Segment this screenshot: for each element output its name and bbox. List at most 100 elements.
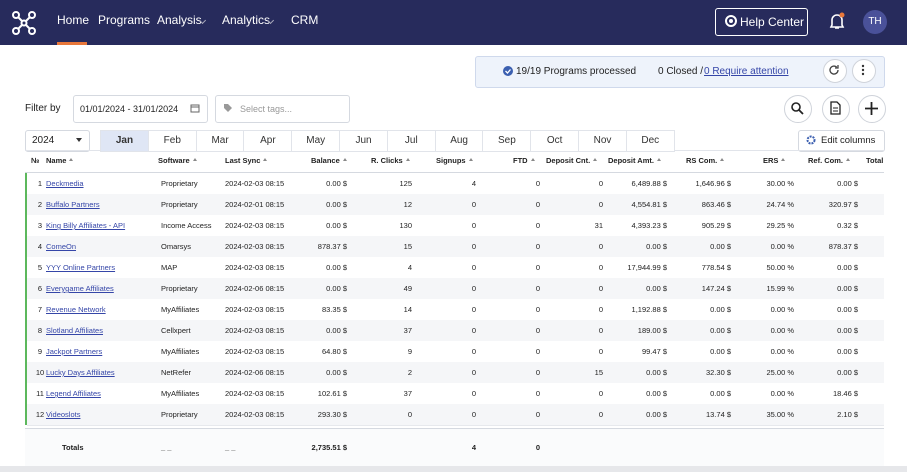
table-cell: 49 xyxy=(403,284,412,293)
date-input[interactable] xyxy=(73,95,208,123)
column-header[interactable]: Ref. Com. xyxy=(808,156,851,165)
month-tab[interactable]: Nov xyxy=(578,130,627,152)
calendar-icon xyxy=(190,104,200,113)
sort-icon[interactable] xyxy=(530,157,535,161)
sort-icon[interactable] xyxy=(593,157,598,161)
year-select[interactable] xyxy=(25,130,90,152)
tag-icon xyxy=(224,104,232,112)
column-header[interactable]: FTD xyxy=(513,156,535,165)
table-cell: 0.00 $ xyxy=(326,179,347,188)
nav-item[interactable]: Analytics xyxy=(222,13,271,27)
table-row xyxy=(27,257,884,279)
column-header[interactable]: Last Sync xyxy=(225,156,268,165)
edit-columns-label[interactable]: Edit columns xyxy=(821,135,876,146)
table-cell: MyAffiliates xyxy=(161,389,200,398)
nav-item[interactable]: Programs xyxy=(98,13,151,27)
month-tab[interactable]: May xyxy=(291,130,341,152)
sort-icon[interactable] xyxy=(781,157,786,161)
bell-icon[interactable] xyxy=(828,12,846,30)
dropdown-caret xyxy=(76,138,82,142)
export-button[interactable] xyxy=(822,95,850,123)
month-tab[interactable]: Jun xyxy=(339,130,388,152)
month-tab[interactable]: Oct xyxy=(530,130,580,152)
year-value[interactable]: 2024 xyxy=(32,135,55,146)
sort-icon[interactable] xyxy=(263,157,268,161)
column-header[interactable]: Deposit Amt. xyxy=(608,156,661,165)
sort-icon[interactable] xyxy=(846,157,851,161)
month-tab[interactable]: Sep xyxy=(482,130,532,152)
row-status-bar xyxy=(25,173,27,425)
table-cell: 5 xyxy=(37,263,43,272)
totals-row xyxy=(25,428,884,467)
column-header[interactable]: Signups xyxy=(436,156,473,165)
gear-icon xyxy=(806,135,816,145)
table-cell: 102.61 $ xyxy=(317,389,347,398)
sort-icon[interactable] xyxy=(656,157,661,161)
table-cell: 0 xyxy=(535,368,540,377)
tags-input[interactable] xyxy=(215,95,350,123)
program-link[interactable]: YYY Online Partners xyxy=(46,263,116,272)
table-cell: 2.10 $ xyxy=(837,410,858,419)
table-cell: 0 xyxy=(535,221,540,230)
column-header[interactable]: R. Clicks xyxy=(371,156,410,165)
nav-item[interactable]: CRM xyxy=(291,13,319,27)
search-button[interactable] xyxy=(784,95,812,123)
sort-icon[interactable] xyxy=(69,157,74,161)
sort-icon[interactable] xyxy=(468,157,473,161)
program-link[interactable]: Everygame Affiliates xyxy=(46,284,114,293)
column-header[interactable]: Deposit Cnt. xyxy=(546,156,598,165)
column-header[interactable]: Software xyxy=(158,156,197,165)
avatar[interactable]: TH xyxy=(863,10,887,34)
table-cell: 2024-02-03 08:15 xyxy=(225,179,285,188)
month-tab[interactable]: Jul xyxy=(386,130,436,152)
program-link[interactable]: Buffalo Partners xyxy=(46,200,100,209)
column-header[interactable]: ERS xyxy=(763,156,786,165)
month-tab[interactable]: Apr xyxy=(243,130,293,152)
table-cell: 37 xyxy=(403,326,412,335)
filter-label: Filter by xyxy=(25,103,61,114)
month-tab[interactable]: Mar xyxy=(195,130,245,152)
program-link[interactable]: ComeOn xyxy=(46,242,77,251)
more-button[interactable] xyxy=(852,59,876,83)
sort-icon[interactable] xyxy=(405,157,410,161)
month-tab[interactable]: Feb xyxy=(147,130,197,152)
month-tab[interactable]: Jan xyxy=(100,130,149,152)
table-cell: 0.00 $ xyxy=(326,200,347,209)
program-link[interactable]: Videoslots xyxy=(46,410,81,419)
table-cell: 83.35 $ xyxy=(321,305,347,314)
column-header[interactable]: Balance xyxy=(311,156,347,165)
month-tab[interactable]: Aug xyxy=(434,130,484,152)
status-attention[interactable]: 0 Require attention xyxy=(704,66,789,77)
sort-icon[interactable] xyxy=(720,157,725,161)
refresh-button[interactable] xyxy=(823,59,847,83)
table-cell: 0 xyxy=(535,179,540,188)
date-value[interactable]: 01/01/2024 - 31/01/2024 xyxy=(80,104,179,114)
nav-item[interactable]: Home xyxy=(57,13,90,27)
program-link[interactable]: King Billy Affiliates - API xyxy=(46,221,126,230)
program-link[interactable]: Lucky Days Affiliates xyxy=(46,368,115,377)
document-icon xyxy=(830,101,841,115)
program-link[interactable]: Deckmedia xyxy=(46,179,84,188)
program-link[interactable]: Slotland Affiliates xyxy=(46,326,103,335)
table-cell: 293.30 $ xyxy=(317,410,347,419)
edit-columns-button[interactable] xyxy=(798,130,885,152)
table-cell: 6 xyxy=(37,284,43,293)
help-center-label[interactable]: Help Center xyxy=(740,15,805,29)
tags-placeholder[interactable]: Select tags... xyxy=(240,104,293,114)
table-cell: 0 xyxy=(598,347,603,356)
search-icon xyxy=(791,102,804,115)
program-link[interactable]: Revenue Network xyxy=(46,305,106,314)
table-cell: 2024-02-03 08:15 xyxy=(225,263,285,272)
column-header[interactable]: RS Com. xyxy=(686,156,725,165)
logo[interactable] xyxy=(11,10,37,36)
table-cell: 29.25 % xyxy=(766,221,794,230)
month-tab[interactable]: Dec xyxy=(625,130,675,152)
program-link[interactable]: Legend Affiliates xyxy=(46,389,101,398)
table-cell: 0.00 $ xyxy=(837,284,858,293)
table-cell: 0 xyxy=(598,242,603,251)
column-header[interactable]: Name xyxy=(46,156,74,165)
sort-icon[interactable] xyxy=(342,157,347,161)
program-link[interactable]: Jackpot Partners xyxy=(46,347,103,356)
nav-item[interactable]: Analysis xyxy=(157,13,202,27)
sort-icon[interactable] xyxy=(192,157,197,161)
